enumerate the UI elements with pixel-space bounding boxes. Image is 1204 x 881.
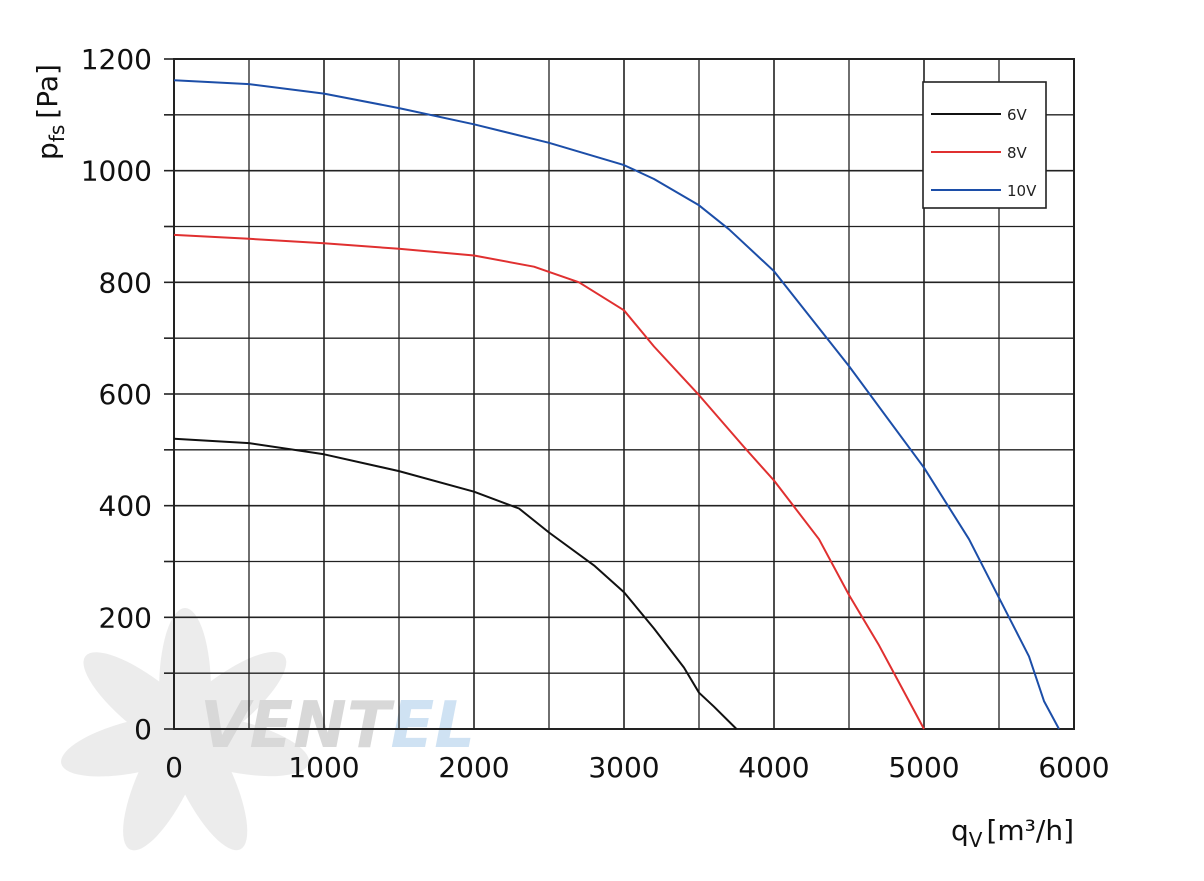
series-line-6V [173,437,738,730]
x-axis-title-main: q [951,814,969,847]
x-tick-label: 0 [165,751,183,784]
y-axis-title-sub: fs [45,125,69,142]
watermark-logo: VENTEL [200,689,475,763]
legend-item: 8V [931,144,1028,162]
series-line-10V [173,79,1060,730]
y-tick-label: 0 [134,713,152,746]
legend-label: 10V [1007,182,1037,200]
x-tick-label: 2000 [438,751,509,784]
y-tick-label: 1000 [81,155,152,188]
x-tick-label: 4000 [738,751,809,784]
series-line-8V [173,233,925,730]
x-tick-label: 1000 [288,751,359,784]
x-tick-label: 5000 [888,751,959,784]
watermark: VENTEL [61,608,475,851]
legend-item: 6V [931,106,1028,124]
y-tick-label: 200 [99,601,152,634]
legend-box [922,81,1047,209]
legend-item: 10V [931,182,1037,200]
y-tick-label: 1200 [81,43,152,76]
series-lines [173,79,1060,730]
y-axis-title-main: p [31,142,64,160]
y-tick-label: 400 [99,490,152,523]
plot-frame [173,58,1075,730]
x-axis-title-sub: V [969,828,983,852]
grid [164,58,1075,730]
x-tick-label: 6000 [1038,751,1109,784]
legend-label: 8V [1007,144,1028,162]
svg-text:pfs[Pa]: pfs [Pa] [31,64,69,160]
legend: 6V 8V 10V [922,81,1047,209]
y-tick-label: 600 [99,378,152,411]
y-axis-title: pfs [Pa] [31,64,69,160]
legend-label: 6V [1007,106,1028,124]
x-axis-title: qV [m³/h] [951,814,1074,852]
x-tick-label: 3000 [588,751,659,784]
x-axis-title-unit: [m³/h] [986,814,1074,847]
y-tick-label: 800 [99,266,152,299]
y-axis-title-unit: [Pa] [31,64,64,119]
tick-labels: 0 1000 2000 3000 4000 5000 6000 0 200 400 600 800 10… [81,43,1110,784]
